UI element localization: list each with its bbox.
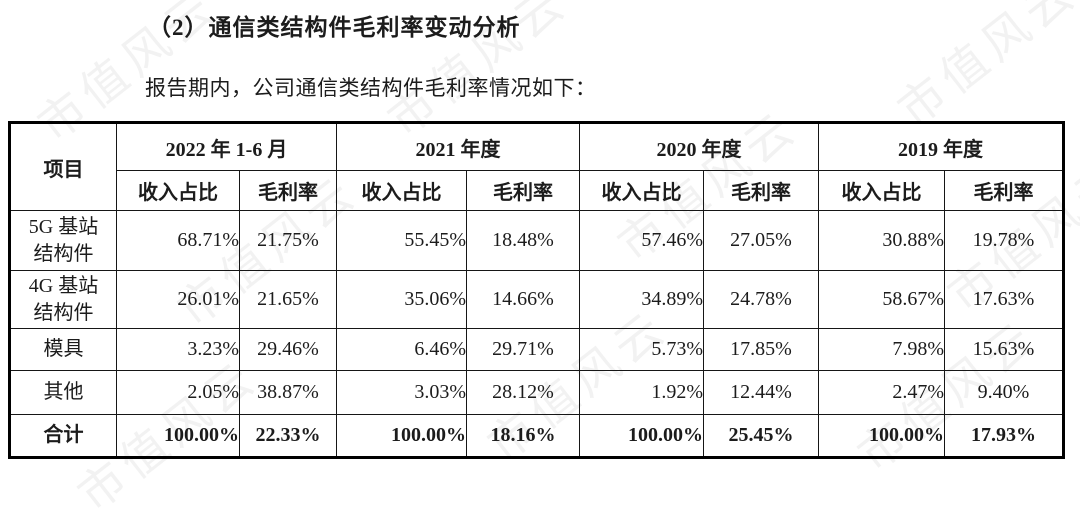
header-gross-margin: 毛利率 xyxy=(466,170,581,211)
value-cell: 9.40% xyxy=(944,370,1065,415)
value-cell: 29.46% xyxy=(238,328,338,371)
value-cell: 38.87% xyxy=(238,370,338,415)
value-cell: 3.23% xyxy=(116,328,240,371)
value-cell: 17.93% xyxy=(944,414,1065,458)
value-cell: 17.63% xyxy=(944,270,1065,329)
value-cell: 58.67% xyxy=(818,270,946,329)
value-cell: 21.65% xyxy=(238,270,338,329)
header-revenue-share: 收入占比 xyxy=(336,170,468,211)
value-cell: 2.05% xyxy=(116,370,240,415)
header-period-2021: 2021 年度 xyxy=(336,122,581,171)
value-cell: 24.78% xyxy=(703,270,820,329)
gross-margin-table-container: 项目 2022 年 1-6 月 2021 年度 2020 年度 2019 年度 … xyxy=(8,121,1066,459)
value-cell: 5.73% xyxy=(579,328,705,371)
value-cell: 6.46% xyxy=(336,328,468,371)
value-cell: 57.46% xyxy=(579,210,705,271)
value-cell: 30.88% xyxy=(818,210,946,271)
header-item: 项目 xyxy=(9,122,117,211)
value-cell: 35.06% xyxy=(336,270,468,329)
table-row-5g: 5G 基站 结构件 68.71% 21.75% 55.45% 18.48% 57… xyxy=(9,210,1065,271)
table-row-molds: 模具 3.23% 29.46% 6.46% 29.71% 5.73% 17.85… xyxy=(9,328,1065,371)
header-gross-margin: 毛利率 xyxy=(238,170,338,211)
value-cell: 100.00% xyxy=(336,414,468,458)
header-revenue-share: 收入占比 xyxy=(579,170,705,211)
value-cell: 68.71% xyxy=(116,210,240,271)
value-cell: 15.63% xyxy=(944,328,1065,371)
section-heading: （2）通信类结构件毛利率变动分析 xyxy=(148,15,521,40)
watermark: 市值风云 xyxy=(887,0,1080,137)
table-row-others: 其他 2.05% 38.87% 3.03% 28.12% 1.92% 12.44… xyxy=(9,370,1065,415)
value-cell: 14.66% xyxy=(466,270,581,329)
gross-margin-table: 项目 2022 年 1-6 月 2021 年度 2020 年度 2019 年度 … xyxy=(8,121,1066,459)
value-cell: 21.75% xyxy=(238,210,338,271)
value-cell: 25.45% xyxy=(703,414,820,458)
header-revenue-share: 收入占比 xyxy=(818,170,946,211)
value-cell: 28.12% xyxy=(466,370,581,415)
value-cell: 19.78% xyxy=(944,210,1065,271)
table-row-total: 合计 100.00% 22.33% 100.00% 18.16% 100.00%… xyxy=(9,414,1065,458)
value-cell: 34.89% xyxy=(579,270,705,329)
value-cell: 26.01% xyxy=(116,270,240,329)
row-label: 5G 基站 结构件 xyxy=(9,210,117,271)
value-cell: 17.85% xyxy=(703,328,820,371)
value-cell: 55.45% xyxy=(336,210,468,271)
value-cell: 3.03% xyxy=(336,370,468,415)
value-cell: 7.98% xyxy=(818,328,946,371)
header-period-2019: 2019 年度 xyxy=(818,122,1065,171)
header-gross-margin: 毛利率 xyxy=(703,170,820,211)
value-cell: 1.92% xyxy=(579,370,705,415)
value-cell: 100.00% xyxy=(818,414,946,458)
value-cell: 2.47% xyxy=(818,370,946,415)
value-cell: 18.48% xyxy=(466,210,581,271)
row-label: 合计 xyxy=(9,414,117,458)
row-label: 模具 xyxy=(9,328,117,371)
value-cell: 100.00% xyxy=(579,414,705,458)
header-period-2020: 2020 年度 xyxy=(579,122,820,171)
header-revenue-share: 收入占比 xyxy=(116,170,240,211)
value-cell: 12.44% xyxy=(703,370,820,415)
header-period-2022: 2022 年 1-6 月 xyxy=(115,122,338,171)
value-cell: 29.71% xyxy=(466,328,581,371)
value-cell: 27.05% xyxy=(703,210,820,271)
row-label: 其他 xyxy=(9,370,117,415)
table-row-4g: 4G 基站 结构件 26.01% 21.65% 35.06% 14.66% 34… xyxy=(9,270,1065,329)
value-cell: 22.33% xyxy=(238,414,338,458)
row-label: 4G 基站 结构件 xyxy=(9,270,117,329)
value-cell: 18.16% xyxy=(466,414,581,458)
intro-text: 报告期内，公司通信类结构件毛利率情况如下： xyxy=(145,76,597,100)
value-cell: 100.00% xyxy=(116,414,240,458)
header-gross-margin: 毛利率 xyxy=(944,170,1065,211)
